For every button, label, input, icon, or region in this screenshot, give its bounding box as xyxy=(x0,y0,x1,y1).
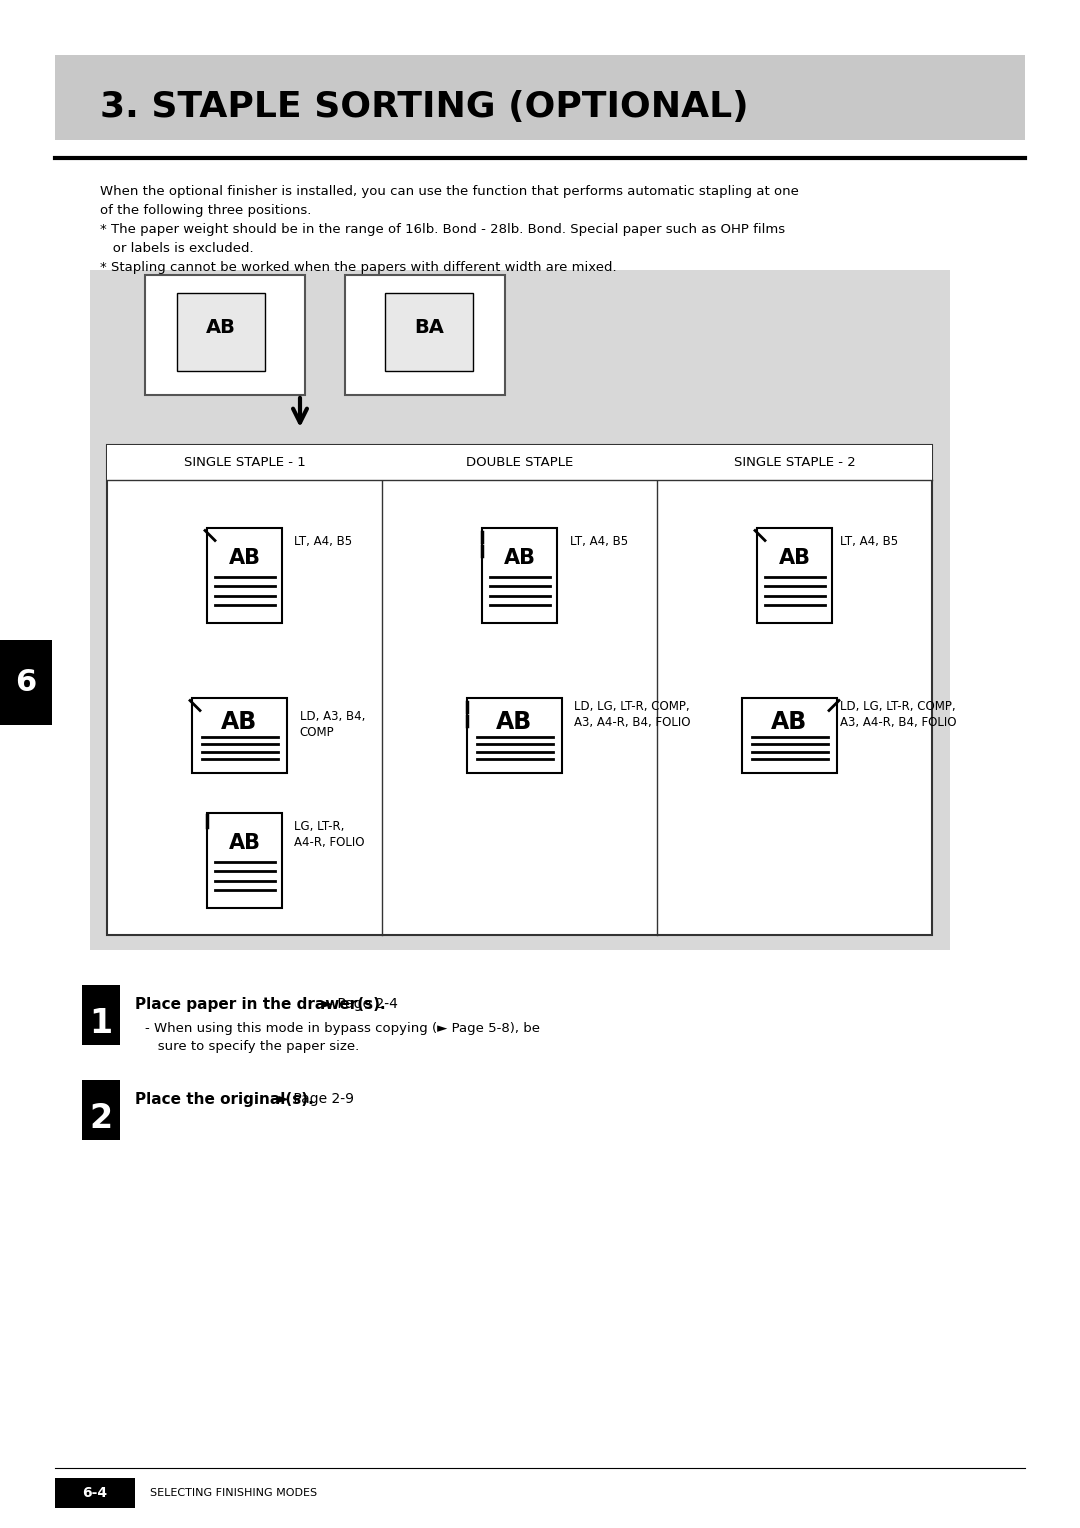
Text: * Stapling cannot be worked when the papers with different width are mixed.: * Stapling cannot be worked when the pap… xyxy=(100,261,617,274)
Text: LG, LT-R,: LG, LT-R, xyxy=(295,821,345,833)
Text: SINGLE STAPLE - 1: SINGLE STAPLE - 1 xyxy=(184,455,306,469)
Text: LD, A3, B4,: LD, A3, B4, xyxy=(299,711,365,723)
Text: Place paper in the drawer(s).: Place paper in the drawer(s). xyxy=(135,996,386,1012)
Text: Place the original(s).: Place the original(s). xyxy=(135,1093,314,1106)
FancyBboxPatch shape xyxy=(90,270,950,950)
FancyBboxPatch shape xyxy=(757,527,832,622)
FancyBboxPatch shape xyxy=(657,445,932,480)
Text: ► Page 2-4: ► Page 2-4 xyxy=(318,996,397,1012)
FancyBboxPatch shape xyxy=(742,697,837,773)
FancyBboxPatch shape xyxy=(177,293,265,371)
FancyBboxPatch shape xyxy=(107,445,382,480)
FancyBboxPatch shape xyxy=(192,697,287,773)
Text: A4-R, FOLIO: A4-R, FOLIO xyxy=(295,836,365,850)
Text: AB: AB xyxy=(229,833,260,853)
Text: 3. STAPLE SORTING (OPTIONAL): 3. STAPLE SORTING (OPTIONAL) xyxy=(100,90,748,124)
Text: AB: AB xyxy=(229,549,260,568)
FancyBboxPatch shape xyxy=(82,1080,120,1140)
Text: * The paper weight should be in the range of 16lb. Bond - 28lb. Bond. Special pa: * The paper weight should be in the rang… xyxy=(100,223,785,235)
Text: BA: BA xyxy=(414,318,444,336)
Text: DOUBLE STAPLE: DOUBLE STAPLE xyxy=(465,455,573,469)
Text: When the optional finisher is installed, you can use the function that performs : When the optional finisher is installed,… xyxy=(100,185,799,199)
Text: of the following three positions.: of the following three positions. xyxy=(100,205,311,217)
Text: LT, A4, B5: LT, A4, B5 xyxy=(295,535,353,549)
FancyBboxPatch shape xyxy=(482,527,557,622)
Text: - When using this mode in bypass copying (► Page 5-8), be: - When using this mode in bypass copying… xyxy=(145,1022,540,1034)
Text: sure to specify the paper size.: sure to specify the paper size. xyxy=(145,1041,360,1053)
Text: 2: 2 xyxy=(90,1102,112,1135)
FancyBboxPatch shape xyxy=(345,275,505,396)
Text: AB: AB xyxy=(779,549,810,568)
FancyBboxPatch shape xyxy=(82,986,120,1045)
FancyBboxPatch shape xyxy=(207,527,282,622)
FancyBboxPatch shape xyxy=(107,445,932,935)
Text: or labels is excluded.: or labels is excluded. xyxy=(100,241,254,255)
FancyBboxPatch shape xyxy=(0,640,52,724)
Text: ► Page 2-9: ► Page 2-9 xyxy=(273,1093,353,1106)
Text: 1: 1 xyxy=(90,1007,112,1041)
Text: LT, A4, B5: LT, A4, B5 xyxy=(569,535,627,549)
Text: SELECTING FINISHING MODES: SELECTING FINISHING MODES xyxy=(150,1488,318,1497)
Text: 6: 6 xyxy=(15,668,37,697)
FancyBboxPatch shape xyxy=(384,293,473,371)
Text: A3, A4-R, B4, FOLIO: A3, A4-R, B4, FOLIO xyxy=(575,717,691,729)
Text: LD, LG, LT-R, COMP,: LD, LG, LT-R, COMP, xyxy=(575,700,690,714)
FancyBboxPatch shape xyxy=(382,445,657,480)
Text: LD, LG, LT-R, COMP,: LD, LG, LT-R, COMP, xyxy=(839,700,955,714)
Text: LT, A4, B5: LT, A4, B5 xyxy=(839,535,897,549)
Text: AB: AB xyxy=(503,549,536,568)
FancyBboxPatch shape xyxy=(467,697,562,773)
Text: SINGLE STAPLE - 2: SINGLE STAPLE - 2 xyxy=(733,455,855,469)
Text: AB: AB xyxy=(206,318,235,336)
Text: COMP: COMP xyxy=(299,726,334,740)
Text: AB: AB xyxy=(497,709,532,733)
FancyBboxPatch shape xyxy=(207,813,282,908)
FancyBboxPatch shape xyxy=(55,1478,135,1508)
Text: A3, A4-R, B4, FOLIO: A3, A4-R, B4, FOLIO xyxy=(839,717,956,729)
Text: AB: AB xyxy=(221,709,258,733)
FancyBboxPatch shape xyxy=(145,275,305,396)
Text: 6-4: 6-4 xyxy=(82,1487,108,1500)
Text: AB: AB xyxy=(771,709,808,733)
FancyBboxPatch shape xyxy=(55,55,1025,141)
